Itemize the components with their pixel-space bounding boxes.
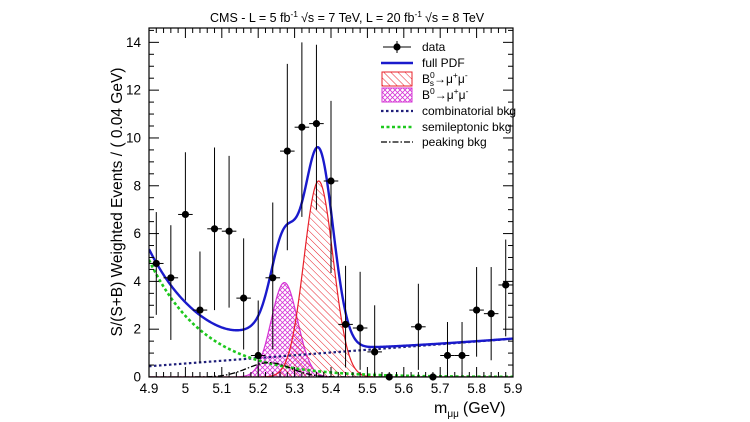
legend-item-bd: B0→μ+μ- xyxy=(381,86,469,103)
data-point xyxy=(338,265,353,368)
data-point xyxy=(483,267,499,361)
data-point xyxy=(294,42,310,217)
x-tick-label: 5.1 xyxy=(212,381,231,396)
x-tick-label: 5.4 xyxy=(322,381,341,396)
data-point xyxy=(221,155,237,308)
data-point-marker xyxy=(414,323,422,331)
y-tick-label: 4 xyxy=(133,274,141,289)
data-point xyxy=(440,322,455,377)
data-points xyxy=(149,42,513,381)
y-axis-label: S/(S+B) Weighted Events / ( 0.04 GeV) xyxy=(109,68,126,337)
bs-signal-fill xyxy=(149,181,513,377)
data-point-marker xyxy=(152,259,160,268)
x-tick-label: 5.9 xyxy=(504,381,523,396)
chart-header: CMS - L = 5 fb-1 √s = 7 TeV, L = 20 fb-1 √… xyxy=(210,9,485,25)
data-point-marker xyxy=(269,274,277,282)
data-point xyxy=(149,212,164,315)
data-point-marker xyxy=(327,177,335,185)
y-tick-label: 0 xyxy=(133,370,141,385)
legend-item-bs: B0 s→μ+μ- xyxy=(381,70,468,88)
legend-item-combinatorial: combinatorial bkg xyxy=(381,104,516,118)
data-point xyxy=(309,44,324,210)
x-tick-label: 5.5 xyxy=(358,381,377,396)
x-tick-label: 5.8 xyxy=(467,381,486,396)
data-point-marker xyxy=(298,123,306,131)
data-point-marker xyxy=(502,281,510,289)
legend-label-bs: B0 s→μ+μ- xyxy=(422,70,468,88)
data-point-marker xyxy=(254,351,262,360)
x-tick-label: 5.7 xyxy=(431,381,450,396)
data-point xyxy=(207,147,222,311)
data-point xyxy=(250,300,266,377)
data-point-marker xyxy=(443,351,452,360)
data-point xyxy=(352,271,368,370)
data-point-marker xyxy=(458,351,466,360)
data-point-marker xyxy=(473,306,481,314)
axis-ticks xyxy=(148,28,514,378)
data-point xyxy=(192,251,208,363)
data-point-marker xyxy=(240,294,248,302)
data-point-marker xyxy=(225,227,233,235)
data-point-marker xyxy=(312,120,321,128)
x-tick-labels: 4.9 5 5.1 5.2 5.3 5.4 5.5 5.6 5.7 5.8 5.… xyxy=(140,381,523,396)
data-point xyxy=(178,152,193,301)
data-point xyxy=(280,63,295,251)
y-tick-label: 12 xyxy=(126,83,141,98)
data-point xyxy=(367,305,382,376)
y-tick-label: 2 xyxy=(133,322,141,337)
x-tick-label: 5.2 xyxy=(249,381,268,396)
data-point-marker xyxy=(167,274,175,282)
legend-item-semileptonic: semileptonic bkg xyxy=(381,120,511,134)
data-point-marker xyxy=(356,324,364,332)
data-point xyxy=(265,202,281,350)
data-point xyxy=(163,225,179,340)
legend-label-peaking: peaking bkg xyxy=(422,135,487,149)
y-tick-label: 6 xyxy=(133,226,141,241)
data-point-marker xyxy=(371,348,379,356)
legend-label-bd: B0→μ+μ- xyxy=(422,86,469,102)
data-point xyxy=(411,283,426,370)
data-point xyxy=(498,239,513,337)
x-tick-label: 5.3 xyxy=(285,381,304,396)
y-tick-label: 10 xyxy=(126,131,141,146)
data-point-marker xyxy=(181,210,189,219)
data-point xyxy=(454,322,470,377)
legend-label-combinatorial: combinatorial bkg xyxy=(422,104,516,118)
legend-item-full-pdf: full PDF xyxy=(381,56,465,70)
data-point xyxy=(323,100,339,274)
data-point-marker xyxy=(283,147,291,155)
x-axis-label: mμμ (GeV) xyxy=(434,400,506,420)
x-tick-label: 4.9 xyxy=(140,381,159,396)
combinatorial-bkg-curve xyxy=(149,337,513,368)
data-point-marker xyxy=(487,310,495,318)
y-tick-label: 14 xyxy=(126,35,142,50)
legend-label-semileptonic: semileptonic bkg xyxy=(422,120,511,134)
x-tick-label: 5.6 xyxy=(394,381,413,396)
x-tick-label: 5 xyxy=(182,381,190,396)
data-point-marker xyxy=(210,225,219,233)
y-tick-labels: 0 2 4 6 8 10 12 14 xyxy=(126,35,142,385)
y-tick-label: 8 xyxy=(133,178,141,193)
legend-item-peaking: peaking bkg xyxy=(381,135,487,149)
data-point-marker xyxy=(341,320,350,329)
data-point-marker xyxy=(196,306,204,314)
legend-item-data: data xyxy=(383,40,446,54)
legend-label-data: data xyxy=(422,40,446,54)
legend: data full PDF B0 s→μ+μ- B0→μ+μ- combinato… xyxy=(381,40,516,149)
data-point xyxy=(236,238,251,350)
legend-label-full-pdf: full PDF xyxy=(422,56,465,70)
data-point xyxy=(469,267,484,357)
